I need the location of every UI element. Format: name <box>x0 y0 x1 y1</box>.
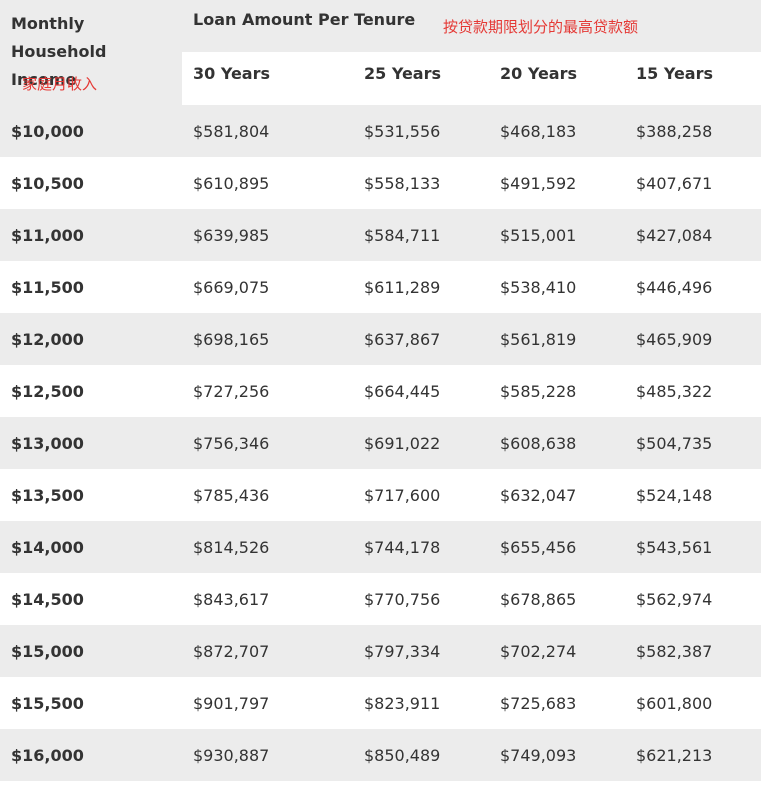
loan-note: 按贷款期限划分的最高贷款额 <box>443 18 639 36</box>
loan-cell: $637,867 <box>364 329 441 349</box>
loan-cell: $621,213 <box>636 745 713 765</box>
loan-cell: $582,387 <box>636 641 713 661</box>
loan-cell: $407,671 <box>636 173 713 193</box>
loan-cell: $608,638 <box>500 433 577 453</box>
loan-cell: $823,911 <box>364 693 441 713</box>
loan-cell: $504,735 <box>636 433 713 453</box>
loan-cell: $639,985 <box>193 225 270 245</box>
income-cell: $16,000 <box>11 745 84 765</box>
loan-cell: $702,274 <box>500 641 577 661</box>
table-row: $11,000 $639,985 $584,711 $515,001 $427,084 <box>0 209 762 261</box>
loan-cell: $446,496 <box>636 277 713 297</box>
income-cell: $12,500 <box>11 381 84 401</box>
loan-cell: $611,289 <box>364 277 441 297</box>
loan-cell: $930,887 <box>193 745 270 765</box>
loan-cell: $538,410 <box>500 277 577 297</box>
loan-cell: $468,183 <box>500 121 577 141</box>
loan-header: Loan Amount Per Tenure 按贷款期限划分的最高贷款额 <box>182 0 762 52</box>
loan-cell: $524,148 <box>636 485 713 505</box>
income-cell: $11,500 <box>11 277 84 297</box>
loan-cell: $485,322 <box>636 381 713 401</box>
loan-cell: $770,756 <box>364 589 441 609</box>
loan-cell: $756,346 <box>193 433 270 453</box>
loan-cell: $850,489 <box>364 745 441 765</box>
loan-cell: $678,865 <box>500 589 577 609</box>
income-header: Monthly Household Income 家庭月收入 <box>0 0 182 105</box>
table-row: $13,500 $785,436 $717,600 $632,047 $524,148 <box>0 469 761 521</box>
table-row: $13,000 $756,346 $691,022 $608,638 $504,735 <box>0 417 762 469</box>
loan-cell: $901,797 <box>193 693 270 713</box>
tenure-header: 20 Years <box>500 64 578 83</box>
loan-cell: $584,711 <box>364 225 441 245</box>
income-note: 家庭月收入 <box>22 75 98 93</box>
loan-cell: $843,617 <box>193 589 270 609</box>
table-row: $10,500 $610,895 $558,133 $491,592 $407,671 <box>0 157 761 209</box>
income-cell: $11,000 <box>11 225 84 245</box>
loan-cell: $749,093 <box>500 745 577 765</box>
table-row: $14,000 $814,526 $744,178 $655,456 $543,561 <box>0 521 762 573</box>
loan-cell: $531,556 <box>364 121 441 141</box>
income-cell: $15,500 <box>11 693 84 713</box>
income-cell: $13,500 <box>11 485 84 505</box>
loan-cell: $601,800 <box>636 693 713 713</box>
loan-cell: $691,022 <box>364 433 441 453</box>
table-row: $11,500 $669,075 $611,289 $538,410 $446,496 <box>0 261 761 313</box>
income-label: Monthly Household Income <box>11 14 107 89</box>
loan-cell: $465,909 <box>636 329 713 349</box>
table-row: $14,500 $843,617 $770,756 $678,865 $562,974 <box>0 573 761 625</box>
loan-cell: $669,075 <box>193 277 270 297</box>
loan-label: Loan Amount Per Tenure <box>193 10 416 29</box>
income-cell: $14,500 <box>11 589 84 609</box>
loan-cell: $698,165 <box>193 329 270 349</box>
income-cell: $10,500 <box>11 173 84 193</box>
income-cell: $10,000 <box>11 121 84 141</box>
loan-cell: $491,592 <box>500 173 577 193</box>
loan-cell: $725,683 <box>500 693 577 713</box>
loan-cell: $797,334 <box>364 641 441 661</box>
tenure-header: 15 Years <box>636 64 714 83</box>
income-cell: $12,000 <box>11 329 84 349</box>
table-row: $15,500 $901,797 $823,911 $725,683 $601,800 <box>0 677 761 729</box>
loan-cell: $561,819 <box>500 329 577 349</box>
tenure-header: 25 Years <box>364 64 442 83</box>
table-row: $12,000 $698,165 $637,867 $561,819 $465,909 <box>0 313 762 365</box>
loan-cell: $562,974 <box>636 589 713 609</box>
loan-cell: $744,178 <box>364 537 441 557</box>
loan-cell: $664,445 <box>364 381 441 401</box>
loan-cell: $610,895 <box>193 173 270 193</box>
tenure-header: 30 Years <box>193 64 271 83</box>
table-row: $15,000 $872,707 $797,334 $702,274 $582,387 <box>0 625 762 677</box>
income-cell: $13,000 <box>11 433 84 453</box>
loan-cell: $785,436 <box>193 485 270 505</box>
table-row: $16,000 $930,887 $850,489 $749,093 $621,213 <box>0 729 762 781</box>
loan-cell: $581,804 <box>193 121 270 141</box>
loan-cell: $427,084 <box>636 225 713 245</box>
table-row: $10,000 $581,804 $531,556 $468,183 $388,258 <box>0 105 762 157</box>
loan-cell: $814,526 <box>193 537 270 557</box>
loan-cell: $727,256 <box>193 381 270 401</box>
income-cell: $14,000 <box>11 537 84 557</box>
loan-cell: $632,047 <box>500 485 577 505</box>
loan-cell: $717,600 <box>364 485 441 505</box>
loan-cell: $388,258 <box>636 121 713 141</box>
loan-cell: $558,133 <box>364 173 441 193</box>
loan-cell: $543,561 <box>636 537 713 557</box>
loan-cell: $655,456 <box>500 537 577 557</box>
loan-cell: $585,228 <box>500 381 577 401</box>
table-row: $12,500 $727,256 $664,445 $585,228 $485,322 <box>0 365 761 417</box>
income-cell: $15,000 <box>11 641 84 661</box>
loan-cell: $872,707 <box>193 641 270 661</box>
loan-cell: $515,001 <box>500 225 577 245</box>
